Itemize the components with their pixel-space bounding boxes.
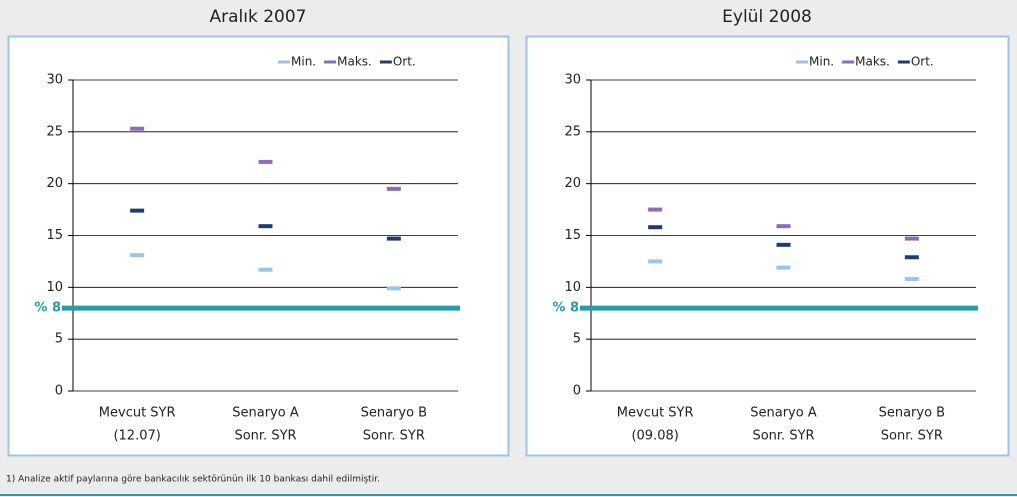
marker: [258, 159, 273, 164]
left-panel: [7, 35, 510, 457]
x-tick-label: Sonr. SYR: [752, 429, 814, 444]
x-tick-label: (12.07): [113, 429, 160, 444]
x-tick-label: (09.08): [631, 429, 678, 444]
chart-title: Eylül 2008: [722, 7, 812, 27]
footnote: 1) Analize aktif paylarına göre bankacıl…: [6, 475, 380, 485]
x-tick-label: Mevcut SYR: [617, 406, 694, 421]
marker: [648, 259, 663, 264]
marker: [904, 255, 919, 260]
y-tick-label: 5: [573, 332, 581, 347]
x-tick-label: Senaryo A: [750, 406, 817, 421]
marker: [904, 236, 919, 241]
marker: [130, 253, 145, 258]
marker: [258, 267, 273, 272]
legend-label: Ort.: [393, 55, 416, 69]
marker: [776, 242, 791, 247]
y-tick-label: 0: [55, 384, 63, 399]
x-tick-label: Sonr. SYR: [234, 429, 296, 444]
legend-label: Ort.: [911, 55, 934, 69]
x-tick-label: Senaryo B: [361, 406, 428, 421]
x-tick-label: Sonr. SYR: [363, 429, 425, 444]
x-tick-label: Mevcut SYR: [99, 406, 176, 421]
y-tick-label: 20: [564, 176, 581, 191]
marker: [130, 126, 145, 131]
marker: [386, 186, 401, 191]
x-tick-label: Senaryo A: [232, 406, 299, 421]
y-tick-label: 25: [46, 124, 63, 139]
x-tick-label: Sonr. SYR: [881, 429, 943, 444]
marker: [776, 265, 791, 270]
y-tick-label: 0: [573, 384, 581, 399]
marker: [648, 225, 663, 230]
legend-label: Min.: [809, 55, 834, 69]
marker: [386, 286, 401, 291]
marker: [258, 224, 273, 229]
legend-label: Min.: [291, 55, 316, 69]
y-tick-label: 30: [564, 73, 581, 88]
chart-title: Aralık 2007: [210, 7, 307, 27]
y-tick-label: 10: [564, 280, 581, 295]
y-tick-label: 10: [46, 280, 63, 295]
marker: [130, 208, 145, 213]
y-tick-label: 15: [564, 228, 581, 243]
y-tick-label: 20: [46, 176, 63, 191]
marker: [386, 236, 401, 241]
y-tick-label: 25: [564, 124, 581, 139]
marker: [648, 207, 663, 212]
threshold-label: % 8: [552, 301, 579, 316]
y-tick-label: 30: [46, 73, 63, 88]
y-tick-label: 5: [55, 332, 63, 347]
legend-label: Maks.: [337, 55, 372, 69]
x-tick-label: Senaryo B: [879, 406, 946, 421]
legend-label: Maks.: [855, 55, 890, 69]
marker: [904, 277, 919, 282]
right-panel: [525, 35, 1010, 457]
threshold-label: % 8: [34, 301, 61, 316]
y-tick-label: 15: [46, 228, 63, 243]
marker: [776, 224, 791, 229]
